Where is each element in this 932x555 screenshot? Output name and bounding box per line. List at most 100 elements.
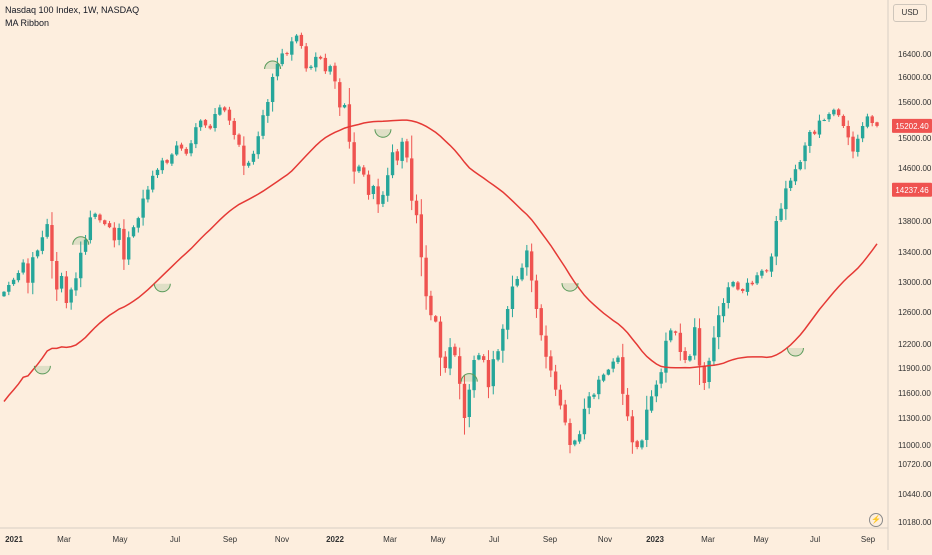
candle-body[interactable] [553, 371, 558, 390]
candle-body[interactable] [539, 308, 543, 336]
candle-body[interactable] [270, 77, 275, 102]
candle-body[interactable] [860, 126, 865, 139]
candle-body[interactable] [621, 357, 625, 394]
candle-body[interactable] [856, 138, 860, 152]
candle-body[interactable] [328, 66, 332, 72]
candle-body[interactable] [827, 114, 831, 120]
candle-body[interactable] [112, 227, 117, 241]
candle-body[interactable] [299, 34, 304, 46]
candle-body[interactable] [477, 355, 481, 360]
candle-body[interactable] [338, 82, 342, 108]
candle-body[interactable] [203, 119, 208, 126]
candle-body[interactable] [74, 278, 78, 291]
candle-body[interactable] [333, 65, 337, 82]
candle-body[interactable] [745, 282, 750, 292]
candle-body[interactable] [122, 228, 126, 260]
ma-ribbon-line[interactable] [3, 119, 878, 402]
candle-body[interactable] [434, 316, 438, 322]
candle-body[interactable] [616, 357, 620, 363]
candle-body[interactable] [83, 239, 88, 252]
candle-body[interactable] [520, 267, 524, 280]
candle-body[interactable] [410, 158, 414, 201]
candle-body[interactable] [808, 132, 812, 146]
candle-body[interactable] [285, 53, 289, 55]
candle-body[interactable] [549, 356, 553, 371]
candle-body[interactable] [222, 107, 227, 111]
candle-body[interactable] [357, 166, 361, 172]
candle-body[interactable] [443, 356, 447, 368]
candle-body[interactable] [194, 127, 198, 145]
candle-body[interactable] [127, 237, 131, 260]
candle-body[interactable] [136, 218, 141, 228]
candle-body[interactable] [405, 141, 409, 158]
candle-body[interactable] [304, 46, 308, 69]
candle-body[interactable] [117, 227, 121, 240]
candle-body[interactable] [141, 198, 145, 218]
candle-body[interactable] [69, 289, 73, 303]
candle-body[interactable] [242, 145, 246, 166]
candle-body[interactable] [841, 115, 846, 126]
candle-body[interactable] [784, 188, 788, 210]
candle-body[interactable] [774, 221, 778, 257]
candle-body[interactable] [558, 389, 563, 406]
candle-body[interactable] [467, 389, 471, 417]
candle-body[interactable] [491, 359, 495, 387]
candle-body[interactable] [630, 416, 635, 443]
candle-body[interactable] [155, 169, 160, 176]
candle-body[interactable] [64, 276, 69, 303]
candle-body[interactable] [534, 280, 539, 310]
candle-body[interactable] [721, 303, 726, 317]
candle-body[interactable] [419, 214, 424, 258]
candle-body[interactable] [707, 360, 711, 382]
candle-body[interactable] [103, 220, 107, 225]
candle-body[interactable] [693, 327, 697, 356]
candle-body[interactable] [563, 404, 567, 423]
candle-body[interactable] [174, 145, 179, 155]
candle-body[interactable] [573, 440, 577, 445]
candle-body[interactable] [769, 256, 774, 272]
candle-body[interactable] [390, 152, 395, 176]
candle-body[interactable] [846, 126, 850, 138]
candle-body[interactable] [362, 167, 366, 175]
candle-body[interactable] [798, 162, 802, 170]
candle-body[interactable] [544, 335, 548, 357]
candle-body[interactable] [779, 208, 783, 221]
candle-body[interactable] [309, 66, 313, 69]
candle-body[interactable] [429, 295, 433, 316]
candle-body[interactable] [625, 394, 630, 417]
candle-body[interactable] [577, 434, 582, 442]
candle-body[interactable] [184, 148, 188, 154]
candle-body[interactable] [606, 369, 611, 375]
candle-body[interactable] [347, 104, 352, 142]
candle-body[interactable] [812, 131, 817, 134]
candle-body[interactable] [35, 250, 40, 257]
candle-body[interactable] [179, 144, 184, 149]
candle-body[interactable] [740, 289, 745, 291]
candle-body[interactable] [371, 186, 376, 195]
candle-body[interactable] [688, 356, 692, 361]
candle-body[interactable] [712, 337, 716, 362]
candle-body[interactable] [851, 136, 855, 152]
candle-body[interactable] [601, 374, 606, 381]
candle-body[interactable] [376, 186, 380, 205]
candle-body[interactable] [352, 142, 356, 172]
candle-body[interactable] [150, 175, 155, 190]
candle-body[interactable] [414, 200, 419, 216]
candle-body[interactable] [189, 143, 193, 154]
candle-body[interactable] [736, 282, 740, 290]
candle-body[interactable] [678, 332, 683, 352]
candle-body[interactable] [659, 372, 663, 384]
candle-body[interactable] [635, 441, 639, 448]
candle-body[interactable] [16, 273, 21, 281]
candle-body[interactable] [246, 162, 251, 166]
candle-body[interactable] [654, 384, 659, 397]
candle-body[interactable] [45, 224, 49, 237]
candle-body[interactable] [611, 361, 615, 369]
candle-body[interactable] [227, 109, 232, 121]
candle-body[interactable] [803, 145, 807, 162]
candle-body[interactable] [817, 120, 822, 135]
candle-body[interactable] [213, 114, 217, 129]
candle-body[interactable] [59, 276, 64, 289]
candle-body[interactable] [256, 136, 260, 155]
candle-body[interactable] [342, 105, 347, 108]
